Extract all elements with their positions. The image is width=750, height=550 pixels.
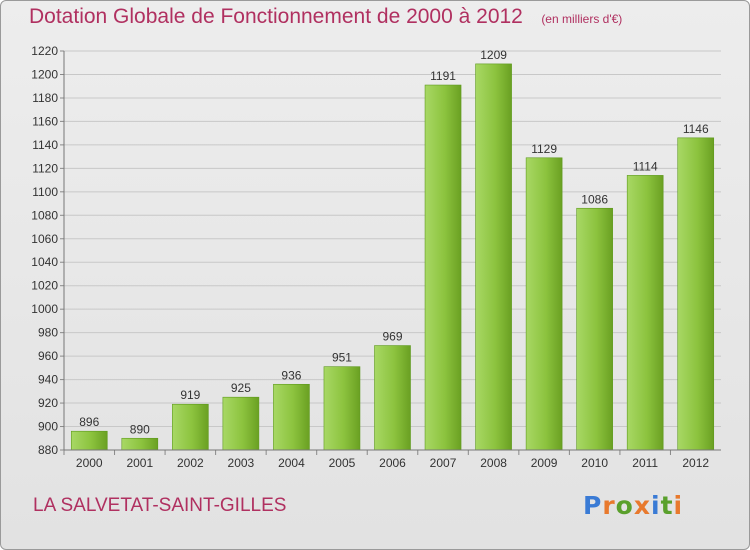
bar <box>323 366 361 451</box>
y-tick-label: 1040 <box>31 255 58 269</box>
chart-subtitle: (en milliers d'€) <box>541 12 623 26</box>
y-tick-label: 1140 <box>32 138 58 152</box>
data-label: 1191 <box>430 69 456 83</box>
logo-letter: i <box>651 491 661 520</box>
y-tick-label: 1060 <box>31 232 58 246</box>
y-tick-label: 980 <box>38 326 58 340</box>
logo-letter: x <box>633 491 651 520</box>
x-tick-label: 2004 <box>278 456 305 470</box>
x-tick-label: 2009 <box>531 456 558 470</box>
y-tick-label: 1200 <box>31 67 58 81</box>
y-tick-label: 1120 <box>32 161 58 175</box>
data-label: 1129 <box>531 142 557 156</box>
x-tick-label: 2002 <box>177 456 204 470</box>
bar <box>273 383 310 451</box>
y-tick-label: 900 <box>38 420 58 434</box>
logo-letter: P <box>583 491 603 520</box>
data-label: 969 <box>382 330 402 344</box>
data-label: 1114 <box>633 159 658 173</box>
bars <box>70 63 715 451</box>
bar <box>677 137 715 451</box>
data-label: 951 <box>332 351 352 365</box>
logo-letter: t <box>660 491 674 520</box>
bar <box>576 207 613 451</box>
x-axis-ticks: 2000 2001 2002 2003 2004 2005 2006 2007 2008 2009… <box>63 450 709 470</box>
y-tick-label: 1000 <box>31 302 58 316</box>
x-tick-label: 2006 <box>379 456 406 470</box>
y-axis-ticks: 880 900 920 940 960 980 1000 1020 1040 1060 1080 11… <box>31 44 64 457</box>
axes <box>63 51 721 451</box>
y-tick-label: 1220 <box>31 44 58 58</box>
data-labels: 896 890 919 925 936 951 969 1191 1209 1129 1086 111… <box>79 48 709 436</box>
x-tick-label: 2005 <box>329 456 356 470</box>
data-label: 936 <box>281 368 301 382</box>
data-label: 925 <box>231 381 251 395</box>
y-tick-label: 1160 <box>32 114 58 128</box>
bar <box>626 175 664 451</box>
y-tick-label: 920 <box>38 396 58 410</box>
data-label: 919 <box>180 388 200 402</box>
bar <box>121 437 159 451</box>
y-tick-label: 960 <box>38 349 58 363</box>
bar <box>475 63 512 451</box>
data-label: 1146 <box>683 122 709 136</box>
logo-letter: o <box>615 491 634 520</box>
y-tick-label: 1080 <box>31 208 58 222</box>
place-name: LA SALVETAT-SAINT-GILLES <box>33 495 287 516</box>
x-tick-label: 2011 <box>632 456 658 470</box>
bar <box>374 345 411 451</box>
y-tick-label: 1020 <box>31 279 58 293</box>
x-tick-label: 2010 <box>581 456 608 470</box>
data-label: 896 <box>79 415 99 429</box>
data-label: 1086 <box>581 192 608 206</box>
y-tick-label: 1100 <box>32 185 58 199</box>
bar <box>222 396 260 451</box>
y-tick-label: 940 <box>38 373 58 387</box>
bar <box>525 157 563 451</box>
logo-letter: r <box>602 491 616 520</box>
x-tick-label: 2007 <box>430 456 457 470</box>
proxiti-logo: Proxiti <box>583 491 683 520</box>
title-row: Dotation Globale de Fonctionnement de 20… <box>29 5 622 29</box>
x-tick-label: 2012 <box>682 456 709 470</box>
chart-title: Dotation Globale de Fonctionnement de 20… <box>29 5 523 28</box>
x-tick-label: 2000 <box>76 456 103 470</box>
x-tick-label: 2008 <box>480 456 507 470</box>
x-tick-label: 2001 <box>126 456 153 470</box>
data-label: 890 <box>130 422 150 436</box>
bar <box>424 84 462 451</box>
x-tick-label: 2003 <box>228 456 255 470</box>
y-tick-label: 880 <box>38 443 58 457</box>
bar <box>70 430 108 451</box>
logo-letter: i <box>673 491 684 520</box>
bar <box>172 403 209 451</box>
y-tick-label: 1180 <box>32 91 58 105</box>
data-label: 1209 <box>480 48 507 62</box>
